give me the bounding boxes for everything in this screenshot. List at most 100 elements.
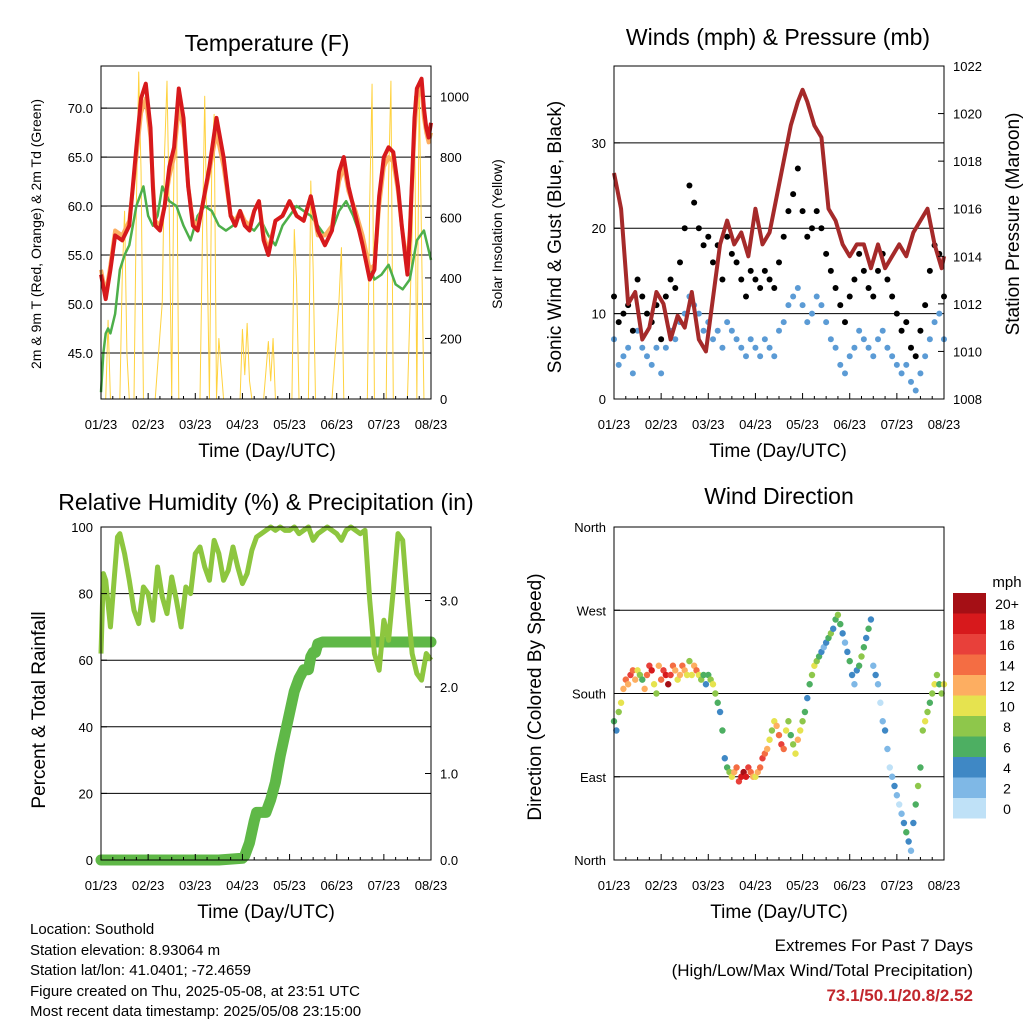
legend-swatch <box>953 613 986 634</box>
gust-point <box>785 208 792 215</box>
direction-point <box>632 676 639 683</box>
x-tick-label: 06/23 <box>833 417 866 432</box>
wind-point <box>884 344 891 351</box>
gust-point <box>761 267 768 274</box>
direction-point <box>712 690 719 697</box>
wind-point <box>799 302 806 309</box>
gust-point <box>771 285 778 291</box>
direction-point <box>912 801 919 808</box>
direction-point <box>914 782 922 790</box>
gust-point <box>908 344 914 351</box>
y2-tick-label: 1018 <box>953 154 982 169</box>
direction-point <box>888 773 896 780</box>
direction-point <box>929 690 936 697</box>
temperature-series-line <box>99 76 433 302</box>
gust-point <box>677 259 683 266</box>
gust-point <box>903 319 910 326</box>
gust-point <box>898 327 905 334</box>
winds-title: Winds (mph) & Pressure (mb) <box>626 24 930 50</box>
direction-point <box>926 699 934 706</box>
direction-point <box>648 667 655 674</box>
wind-point <box>922 353 929 360</box>
x-tick-label: 01/23 <box>85 878 118 893</box>
wind-point <box>672 336 679 343</box>
legend-title: mph <box>992 574 1021 591</box>
y2-tick-label: 1000 <box>440 89 469 104</box>
gust-point <box>818 225 825 232</box>
direction-point <box>886 764 893 771</box>
y2-tick-label: 1.0 <box>440 767 458 782</box>
direction-point <box>620 685 627 693</box>
y-tick-label: 40 <box>79 720 93 735</box>
gust-point <box>865 285 872 291</box>
wind-point <box>615 361 622 368</box>
direction-point <box>683 671 691 679</box>
direction-grid <box>614 609 944 778</box>
direction-point <box>874 681 882 688</box>
gust-point <box>629 327 636 334</box>
gust-point <box>813 208 820 215</box>
wind-point <box>851 344 858 351</box>
gust-point <box>846 293 853 300</box>
x-tick-label: 04/23 <box>739 878 772 893</box>
y-tick-label: 20 <box>592 221 606 236</box>
x-tick-label: 08/23 <box>415 417 448 432</box>
direction-point <box>801 708 809 716</box>
legend-label: 16 <box>999 637 1015 653</box>
x-tick-label: 08/23 <box>415 878 448 893</box>
direction-ylabel: Direction (Colored By Speed) <box>525 573 546 820</box>
y2-tick-label: 1014 <box>953 249 982 264</box>
direction-point <box>839 630 846 637</box>
y-tick-label: 55.0 <box>68 248 93 263</box>
direction-point <box>844 648 851 656</box>
gust-point <box>804 233 811 240</box>
direction-point <box>879 718 886 725</box>
humidity-xlabel: Time (Day/UTC) <box>197 902 335 923</box>
gust-point <box>686 182 693 189</box>
direction-point <box>867 616 875 623</box>
gust-point <box>799 208 806 215</box>
latlon-text: Station lat/lon: 41.0401; -72.4659 <box>30 962 252 979</box>
direction-point <box>780 745 787 753</box>
y-tick-label: 0 <box>599 392 606 407</box>
winds-series <box>611 87 947 394</box>
y-tick-label: North <box>574 520 606 535</box>
gust-point <box>695 225 702 232</box>
wind-point <box>620 353 627 360</box>
humidity-series <box>95 524 437 866</box>
wind-point <box>860 336 867 343</box>
direction-point <box>667 671 674 679</box>
legend-swatch <box>953 654 986 675</box>
gust-point <box>757 285 764 291</box>
direction-point <box>846 657 853 665</box>
wind-point <box>865 344 872 351</box>
legend-swatch <box>953 695 986 716</box>
y-tick-label: 70.0 <box>68 101 93 116</box>
humidity-axes: 01/23 02/23 03/23 04/23 05/23 06/23 07/23 08/23… <box>71 520 458 893</box>
x-tick-label: 05/23 <box>786 878 819 893</box>
temperature-panel: Temperature (F) 01/23 02/23 03/23 04/23 05/2… <box>28 30 505 462</box>
x-tick-label: 06/23 <box>320 417 353 432</box>
direction-point <box>870 662 877 669</box>
legend-label: 10 <box>999 699 1015 715</box>
direction-point <box>662 671 670 679</box>
wind-point <box>823 319 830 326</box>
wind-point <box>903 361 910 368</box>
y2-tick-label: 1012 <box>953 297 982 312</box>
wind-point <box>818 302 825 309</box>
direction-point <box>787 731 794 739</box>
x-tick-label: 02/23 <box>132 878 165 893</box>
gust-point <box>809 225 815 232</box>
legend-swatch <box>953 675 986 696</box>
x-tick-label: 07/23 <box>368 417 401 432</box>
gust-point <box>851 276 858 283</box>
wind-point <box>724 319 731 326</box>
legend-label: 12 <box>999 678 1015 694</box>
y-tick-label: 80 <box>79 587 93 602</box>
x-tick-label: 02/23 <box>132 417 165 432</box>
direction-point <box>931 681 938 688</box>
extremes-title: Extremes For Past 7 Days <box>774 936 973 955</box>
humidity-ylabel: Percent & Total Rainfall <box>29 611 50 808</box>
extremes-values: 73.1/50.1/20.8/2.52 <box>826 986 973 1005</box>
legend-label: 4 <box>1003 760 1011 776</box>
